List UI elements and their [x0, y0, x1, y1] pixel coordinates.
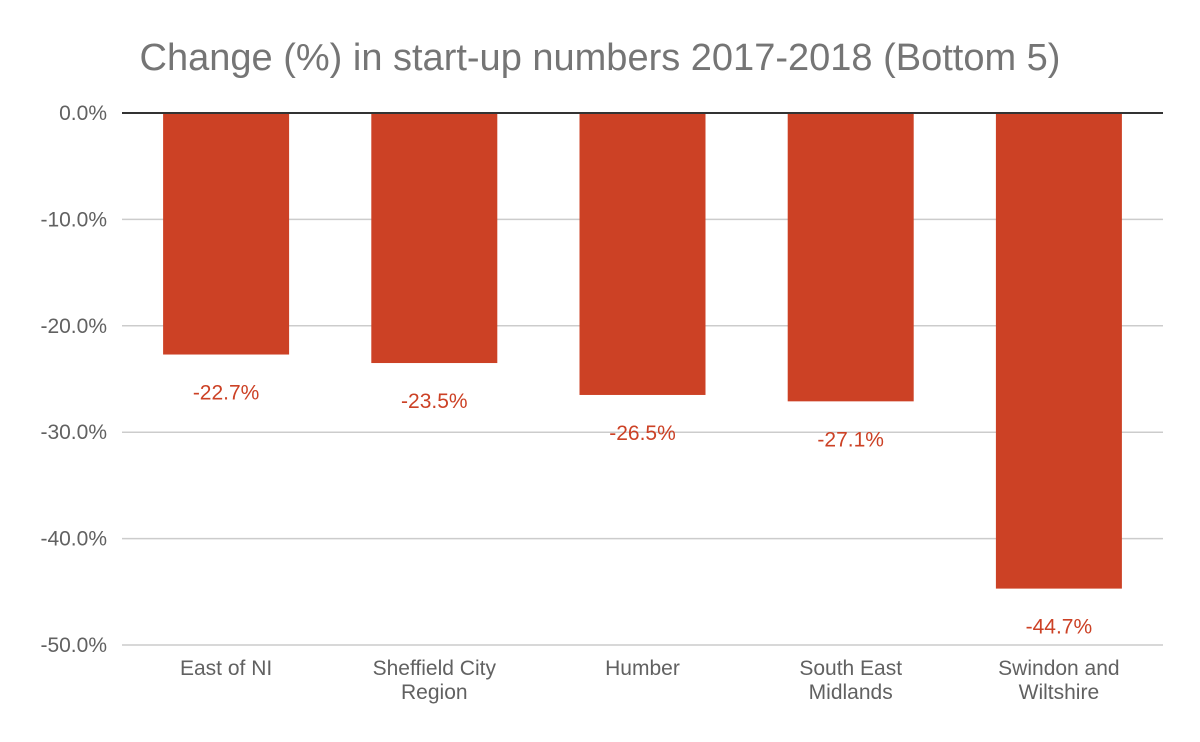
data-label: -27.1% [817, 428, 884, 451]
category-label: Region [401, 681, 468, 704]
data-label: -26.5% [609, 422, 676, 445]
category-label: East of NI [180, 657, 272, 680]
category-label: South East [799, 657, 902, 680]
y-tick-label: 0.0% [59, 102, 107, 125]
y-tick-label: -30.0% [40, 421, 107, 444]
y-tick-label: -40.0% [40, 528, 107, 551]
category-label: Midlands [809, 681, 893, 704]
gridlines [122, 218, 1163, 646]
bar [579, 113, 706, 395]
data-labels: -22.7% -23.5% -26.5% -27.1% -44.7% [193, 382, 1092, 639]
bar [787, 113, 914, 402]
data-label: -22.7% [193, 382, 260, 405]
bar [995, 113, 1122, 589]
y-axis-tick-labels: 0.0% -10.0% -20.0% -30.0% -40.0% -50.0% [40, 102, 107, 657]
bar [163, 113, 290, 355]
category-label: Swindon and [998, 657, 1119, 680]
chart-title: Change (%) in start-up numbers 2017-2018… [140, 37, 1061, 79]
data-label: -44.7% [1026, 616, 1093, 639]
data-label: -23.5% [401, 390, 468, 413]
category-label: Humber [605, 657, 680, 680]
bar [371, 113, 498, 364]
y-tick-label: -10.0% [40, 208, 107, 231]
category-label: Wiltshire [1019, 681, 1100, 704]
category-label: Sheffield City [373, 657, 497, 680]
y-tick-label: -50.0% [40, 634, 107, 657]
bars [163, 113, 1122, 589]
y-tick-label: -20.0% [40, 315, 107, 338]
